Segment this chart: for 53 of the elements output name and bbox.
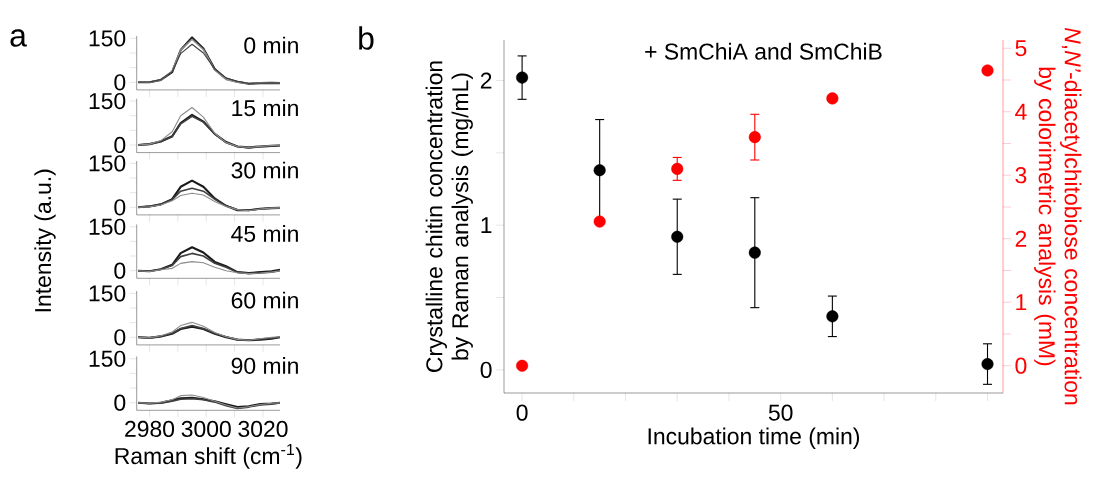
x-tick-label: 3000 <box>181 420 231 438</box>
x-tick-label: 50 <box>768 404 793 421</box>
y-tick-label: 0 <box>480 361 492 378</box>
y2-tick-label: 0 <box>1015 357 1027 374</box>
y-axis-title: Intensity (a.u.) <box>34 169 56 312</box>
y-tick-label: 0 <box>114 74 126 91</box>
y-tick-label: 0 <box>114 136 126 154</box>
point <box>671 162 684 175</box>
y-tick-label: 150 <box>89 30 126 47</box>
y-tick-label: 0 <box>114 262 126 279</box>
y2-tick-label: 2 <box>1015 230 1027 247</box>
y2-tick-label: 5 <box>1015 40 1027 57</box>
point <box>748 131 761 144</box>
y2-tick-label: 4 <box>1015 103 1027 120</box>
y-tick-label: 150 <box>89 285 126 302</box>
y-tick-label: 0 <box>114 329 126 346</box>
point <box>748 246 761 259</box>
point <box>593 215 606 228</box>
line-series <box>137 192 280 212</box>
x-tick-label: 2980 <box>125 420 175 438</box>
point <box>671 230 684 243</box>
point <box>826 92 839 105</box>
y-tick-label: 0 <box>114 199 126 216</box>
chart-title: 15 min <box>232 99 298 117</box>
x-axis-title: Raman shift (cm$^{-1}$) <box>115 443 302 469</box>
chart-title: 30 min <box>231 161 298 179</box>
point <box>826 310 839 323</box>
point <box>516 71 529 84</box>
chart-title: 0 min <box>244 36 298 54</box>
chart-title: + SmChiA and SmChiB <box>645 42 882 60</box>
chart-title: 60 min <box>231 291 298 309</box>
y2-axis-title: N,N’-diacetylchitobiose concentration by colorimetric analysis (mM) <box>1034 27 1082 405</box>
y-axis-title: Crystalline chitin concentration by Raman analysis (mg/mL) <box>425 61 473 372</box>
point <box>981 358 994 371</box>
point <box>981 64 994 77</box>
chart-title: 90 min <box>231 357 298 374</box>
point <box>516 359 529 372</box>
y-tick-label: 150 <box>89 92 126 110</box>
line-series <box>137 261 280 275</box>
y2-tick-label: 1 <box>1016 294 1027 311</box>
x-tick-label: 3020 <box>238 420 288 438</box>
x-axis-title: Incubation time (min) <box>648 427 860 449</box>
y-tick-label: 1 <box>481 217 492 234</box>
y-tick-label: 2 <box>480 72 492 89</box>
y-tick-label: 150 <box>89 350 126 367</box>
text: a <box>10 29 27 47</box>
text: b <box>359 26 374 50</box>
y-tick-label: 150 <box>89 155 126 172</box>
line-series <box>137 252 280 275</box>
y-tick-label: 150 <box>89 218 126 235</box>
y2-tick-label: 3 <box>1015 167 1027 184</box>
point <box>593 164 606 177</box>
chart-title: 45 min <box>231 225 298 242</box>
